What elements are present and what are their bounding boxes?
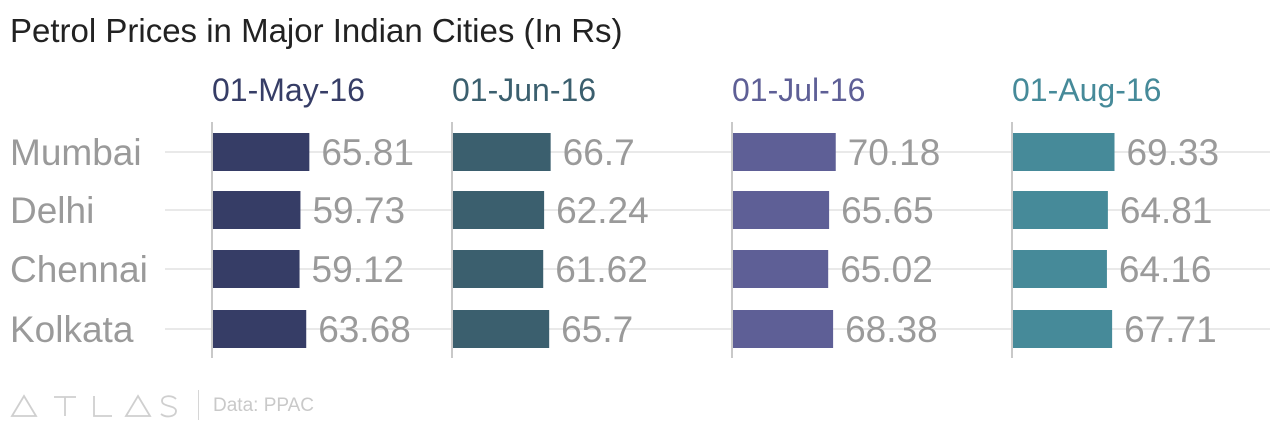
bar-0-kolkata: [213, 310, 307, 348]
bar-1-delhi: [453, 191, 545, 229]
category-label-kolkata: Kolkata: [10, 309, 134, 350]
series-header-0: 01-May-16: [212, 72, 365, 108]
footer-divider: [198, 390, 199, 420]
value-label-0-1: 59.73: [312, 190, 405, 231]
value-label-3-3: 67.71: [1124, 309, 1217, 350]
category-label-mumbai: Mumbai: [10, 132, 142, 173]
bar-0-chennai: [213, 250, 300, 288]
value-label-3-1: 64.81: [1120, 190, 1213, 231]
series-header-2: 01-Jul-16: [732, 72, 865, 108]
value-label-1-1: 62.24: [556, 190, 649, 231]
value-label-0-3: 63.68: [318, 309, 411, 350]
bar-1-kolkata: [453, 310, 550, 348]
value-label-2-0: 70.18: [848, 132, 941, 173]
bar-2-mumbai: [733, 133, 836, 171]
category-label-delhi: Delhi: [10, 190, 94, 231]
series-header-3: 01-Aug-16: [1012, 72, 1161, 108]
bar-3-kolkata: [1013, 310, 1113, 348]
footer: Data: PPAC: [10, 388, 610, 424]
bar-1-mumbai: [453, 133, 551, 171]
atlas-logo: [10, 394, 177, 418]
value-label-0-2: 59.12: [312, 249, 405, 290]
value-label-1-3: 65.7: [561, 309, 633, 350]
value-label-2-1: 65.65: [841, 190, 934, 231]
chart-title: Petrol Prices in Major Indian Cities (In…: [10, 12, 623, 49]
value-label-1-0: 66.7: [563, 132, 635, 173]
value-label-3-0: 69.33: [1126, 132, 1219, 173]
value-label-0-0: 65.81: [321, 132, 414, 173]
value-label-2-2: 65.02: [840, 249, 933, 290]
bar-3-mumbai: [1013, 133, 1115, 171]
bar-2-delhi: [733, 191, 830, 229]
bar-2-chennai: [733, 250, 829, 288]
source-label: Data: PPAC: [213, 395, 315, 416]
category-label-chennai: Chennai: [10, 249, 148, 290]
series-header-1: 01-Jun-16: [452, 72, 596, 108]
bar-3-chennai: [1013, 250, 1107, 288]
bar-chart: Mumbai Delhi Chennai Kolkata 01-May-16 65.81 5…: [10, 72, 1270, 358]
value-label-2-3: 68.38: [845, 309, 938, 350]
value-label-1-2: 61.62: [555, 249, 648, 290]
bar-1-chennai: [453, 250, 544, 288]
bar-3-delhi: [1013, 191, 1108, 229]
value-label-3-2: 64.16: [1119, 249, 1212, 290]
bar-2-kolkata: [733, 310, 834, 348]
bar-0-delhi: [213, 191, 301, 229]
bar-0-mumbai: [213, 133, 310, 171]
